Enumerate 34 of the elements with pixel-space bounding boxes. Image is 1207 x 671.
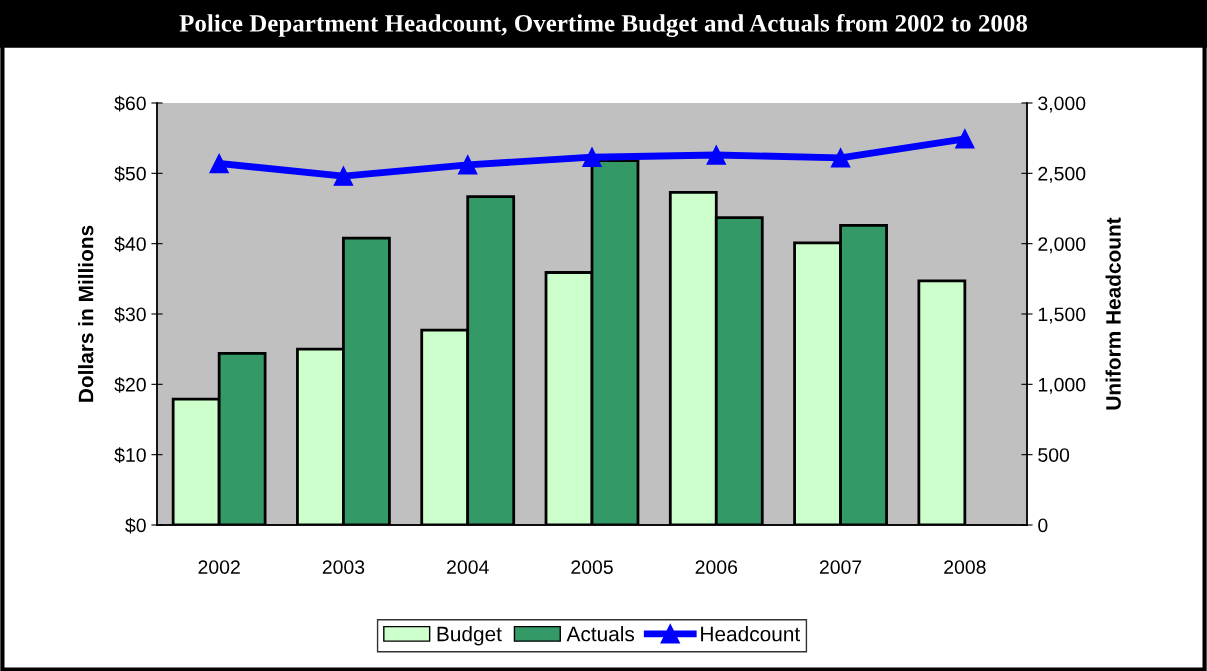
y2-tick-label: 1,000: [1038, 377, 1086, 394]
point: [582, 147, 602, 167]
legend-label: Actuals: [566, 626, 635, 642]
y2-axis-title: Uniform Headcount: [1105, 217, 1121, 410]
point: [955, 129, 975, 149]
y-tick-label: $10: [114, 447, 146, 464]
x-tick-label: 2006: [695, 560, 738, 574]
y-tick-label: $20: [114, 376, 146, 393]
y-axis-title: Dollars in Millions: [78, 225, 94, 402]
point: [209, 153, 229, 174]
y2-tick-label: 2,000: [1038, 237, 1086, 254]
x-tick-label: 2002: [198, 560, 240, 574]
y2-tick-label: 2,500: [1038, 166, 1086, 183]
y-tick-label: $50: [114, 165, 146, 182]
point: [457, 155, 478, 175]
point: [706, 145, 727, 165]
y-tick-label: $30: [114, 306, 146, 323]
y-tick-label: $60: [114, 95, 146, 112]
x-tick-label: 2007: [819, 560, 862, 574]
legend-label: Headcount: [701, 626, 801, 642]
chart-title: Police Department Headcount, Overtime Budget and Actuals from 2002 to 2008: [179, 13, 1028, 38]
legend-label: Budget: [437, 626, 502, 646]
y2-tick-label: 1,500: [1038, 307, 1086, 324]
x-tick-label: 2003: [322, 560, 365, 574]
y-tick-label: $0: [125, 517, 146, 534]
x-tick-label: 2005: [571, 560, 613, 574]
x-tick-label: 2008: [944, 560, 986, 574]
point: [830, 148, 851, 168]
x-tick-label: 2004: [447, 560, 489, 574]
y-tick-label: $40: [114, 236, 146, 253]
y2-tick-label: 0: [1038, 518, 1048, 533]
y2-tick-label: 3,000: [1038, 96, 1086, 113]
point: [333, 166, 354, 186]
y2-tick-label: 500: [1038, 448, 1070, 462]
